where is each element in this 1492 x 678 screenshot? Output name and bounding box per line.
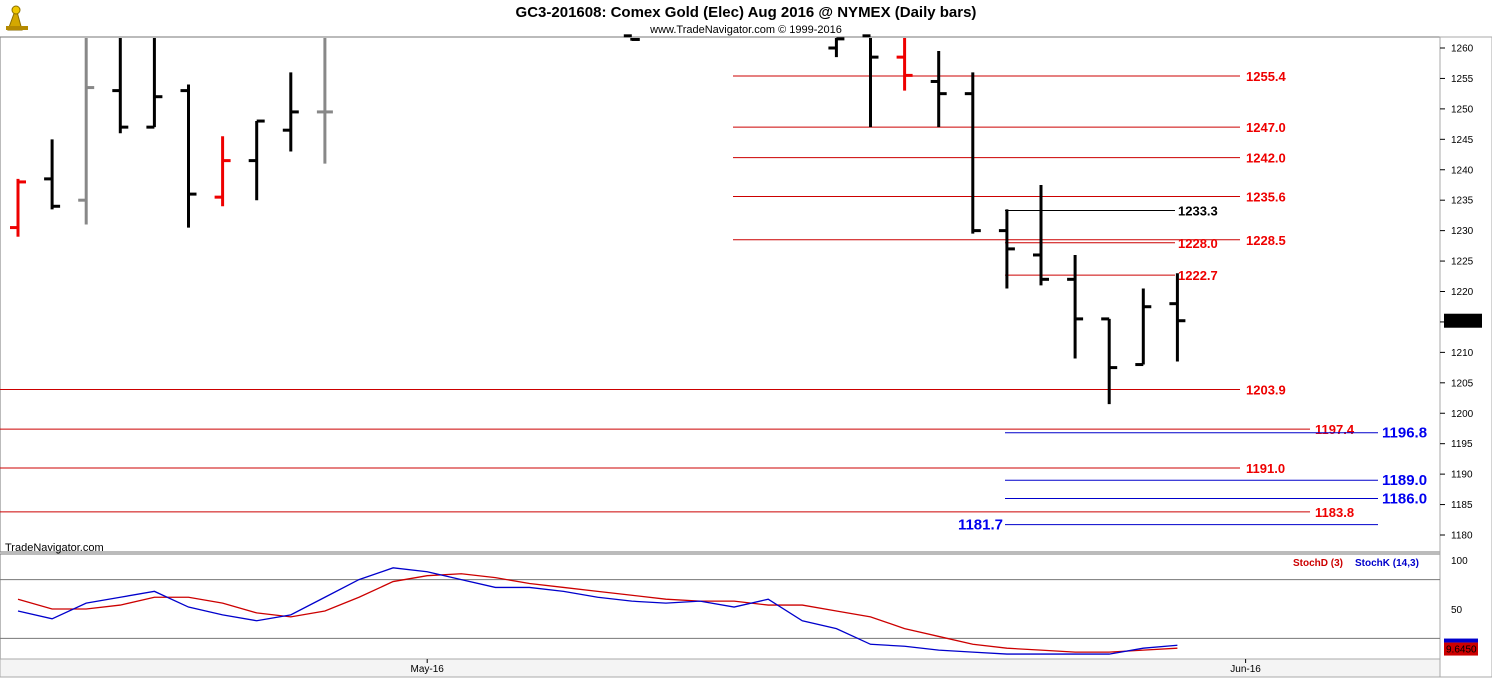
stoch-k-legend: StochK (14,3) xyxy=(1355,558,1419,569)
black-level-label: 1233.3 xyxy=(1178,204,1218,219)
red-level-label: 1255.4 xyxy=(1246,69,1287,84)
chart-title: GC3-201608: Comex Gold (Elec) Aug 2016 @… xyxy=(516,4,977,21)
price-tick-label: 1205 xyxy=(1451,378,1474,389)
blue-level-label: 1181.7 xyxy=(958,517,1003,534)
ohlc-bar xyxy=(1169,273,1186,362)
ohlc-bar xyxy=(180,84,197,228)
stoch-series-line xyxy=(17,567,1178,655)
stoch-value-box xyxy=(1444,642,1478,656)
red-level-label: 1235.6 xyxy=(1246,190,1286,205)
ohlc-bar xyxy=(78,38,95,225)
blue-level-label: 1196.8 xyxy=(1382,425,1427,442)
red-level-label: 1228.0 xyxy=(1178,236,1218,251)
price-levels: 1255.4 1247.0 1242.0 1235.6 1228.5 1228.0 1222… xyxy=(0,69,1427,534)
blue-level-label: 1189.0 xyxy=(1382,472,1427,489)
stochastic-axis: 50 100 9.6450 xyxy=(1444,556,1478,656)
ohlc-bar xyxy=(146,38,163,129)
date-axis: May-16 Jun-16 xyxy=(411,659,1261,675)
ohlc-bar xyxy=(10,178,26,237)
red-level-label: 1191.0 xyxy=(1246,461,1285,476)
date-tick-label: Jun-16 xyxy=(1230,664,1261,675)
price-tick-label: 1240 xyxy=(1451,165,1474,176)
ohlc-bar xyxy=(998,209,1015,289)
price-axis-band xyxy=(1439,36,1492,678)
last-price-marker: 1215.2 xyxy=(1444,313,1482,328)
ohlc-bar xyxy=(282,72,299,152)
price-tick-label: 1200 xyxy=(1451,409,1474,420)
ohlc-bar xyxy=(828,37,845,58)
ohlc-bar xyxy=(930,51,947,128)
price-panel-frame xyxy=(0,36,1441,553)
stoch-value-label: 9.6450 xyxy=(1446,645,1477,656)
red-level-label: 1183.8 xyxy=(1315,505,1354,520)
red-level-label: 1242.0 xyxy=(1246,151,1286,166)
trade-navigator-logo-icon xyxy=(3,3,33,33)
stoch-tick-label: 50 xyxy=(1451,605,1463,616)
ohlc-bar xyxy=(862,34,879,128)
ohlc-bar xyxy=(44,139,61,210)
ohlc-bar xyxy=(623,34,640,41)
red-level-label: 1222.7 xyxy=(1178,268,1218,283)
price-tick-label: 1260 xyxy=(1451,44,1474,55)
price-bars xyxy=(10,34,1186,405)
price-tick-label: 1195 xyxy=(1451,439,1473,450)
ohlc-bar xyxy=(964,72,981,234)
price-tick-label: 1190 xyxy=(1451,470,1473,481)
ohlc-bar xyxy=(1101,317,1118,405)
stochastic-legend: StochD (3) StochK (14,3) xyxy=(1293,558,1419,569)
red-level-label: 1197.4 xyxy=(1315,422,1355,437)
red-level-label: 1247.0 xyxy=(1246,120,1286,135)
price-tick-label: 1235 xyxy=(1451,196,1474,207)
stochastic-panel xyxy=(0,567,1440,655)
stoch-k-marker xyxy=(1444,638,1478,643)
ohlc-bar xyxy=(214,136,231,207)
ohlc-bar xyxy=(1067,254,1084,359)
ohlc-bar xyxy=(316,38,333,164)
price-tick-label: 1255 xyxy=(1451,74,1474,85)
last-price-box xyxy=(1444,313,1482,328)
red-level-label: 1203.9 xyxy=(1246,383,1286,398)
blue-level-label: 1186.0 xyxy=(1382,490,1427,507)
ohlc-bar xyxy=(1033,184,1049,286)
ohlc-bar xyxy=(112,38,129,134)
last-price-label: 1215.2 xyxy=(1446,317,1477,328)
price-tick-label: 1185 xyxy=(1451,500,1473,511)
stoch-d-legend: StochD (3) xyxy=(1293,558,1343,569)
stoch-tick-label: 100 xyxy=(1451,556,1468,567)
date-tick-label: May-16 xyxy=(411,664,445,675)
ohlc-bar xyxy=(896,38,913,91)
price-tick-label: 1210 xyxy=(1451,348,1474,359)
price-tick-label: 1225 xyxy=(1451,257,1474,268)
price-tick-label: 1250 xyxy=(1451,104,1474,115)
price-tick-label: 1230 xyxy=(1451,226,1474,237)
stoch-series-line xyxy=(17,573,1178,653)
date-axis-band xyxy=(0,658,1441,678)
price-tick-label: 1180 xyxy=(1451,531,1473,542)
ohlc-bar xyxy=(248,119,265,201)
stoch-panel-frame xyxy=(0,553,1441,660)
chart-subtitle: www.TradeNavigator.com © 1999-2016 xyxy=(649,24,842,36)
ohlc-bar xyxy=(1135,288,1152,367)
watermark-text: TradeNavigator.com xyxy=(5,542,104,554)
price-tick-label: 1220 xyxy=(1451,287,1474,298)
red-level-label: 1228.5 xyxy=(1246,233,1286,248)
price-tick-label: 1245 xyxy=(1451,135,1474,146)
